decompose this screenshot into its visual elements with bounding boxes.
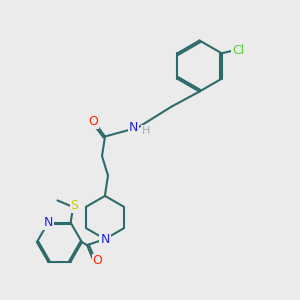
Text: N: N	[100, 232, 110, 246]
Text: Cl: Cl	[232, 44, 244, 57]
Text: N: N	[129, 121, 138, 134]
Text: O: O	[93, 254, 102, 268]
Text: S: S	[70, 199, 79, 212]
Text: O: O	[88, 115, 98, 128]
Text: H: H	[142, 125, 151, 136]
Text: N: N	[44, 216, 53, 229]
